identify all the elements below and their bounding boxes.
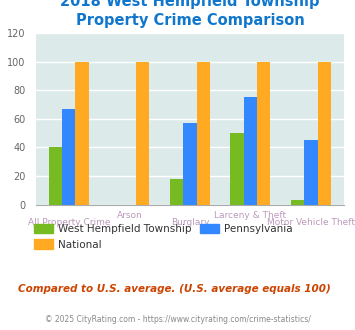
Text: Motor Vehicle Theft: Motor Vehicle Theft bbox=[267, 218, 355, 227]
Bar bbox=[76, 62, 89, 205]
Bar bbox=[197, 62, 210, 205]
Text: All Property Crime: All Property Crime bbox=[28, 218, 110, 227]
Bar bbox=[230, 133, 244, 205]
Bar bbox=[304, 140, 318, 205]
Legend: West Hempfield Township, National, Pennsylvania: West Hempfield Township, National, Penns… bbox=[30, 220, 297, 254]
Bar bbox=[136, 62, 149, 205]
Text: Arson: Arson bbox=[116, 212, 142, 220]
Bar bbox=[244, 97, 257, 205]
Text: © 2025 CityRating.com - https://www.cityrating.com/crime-statistics/: © 2025 CityRating.com - https://www.city… bbox=[45, 315, 310, 324]
Title: 2018 West Hempfield Township
Property Crime Comparison: 2018 West Hempfield Township Property Cr… bbox=[60, 0, 320, 28]
Bar bbox=[183, 123, 197, 205]
Bar bbox=[257, 62, 271, 205]
Bar bbox=[318, 62, 331, 205]
Bar bbox=[291, 200, 304, 205]
Text: Burglary: Burglary bbox=[171, 218, 209, 227]
Bar bbox=[62, 109, 76, 205]
Bar bbox=[49, 148, 62, 205]
Text: Compared to U.S. average. (U.S. average equals 100): Compared to U.S. average. (U.S. average … bbox=[18, 284, 331, 294]
Bar bbox=[170, 179, 183, 205]
Text: Larceny & Theft: Larceny & Theft bbox=[214, 212, 286, 220]
